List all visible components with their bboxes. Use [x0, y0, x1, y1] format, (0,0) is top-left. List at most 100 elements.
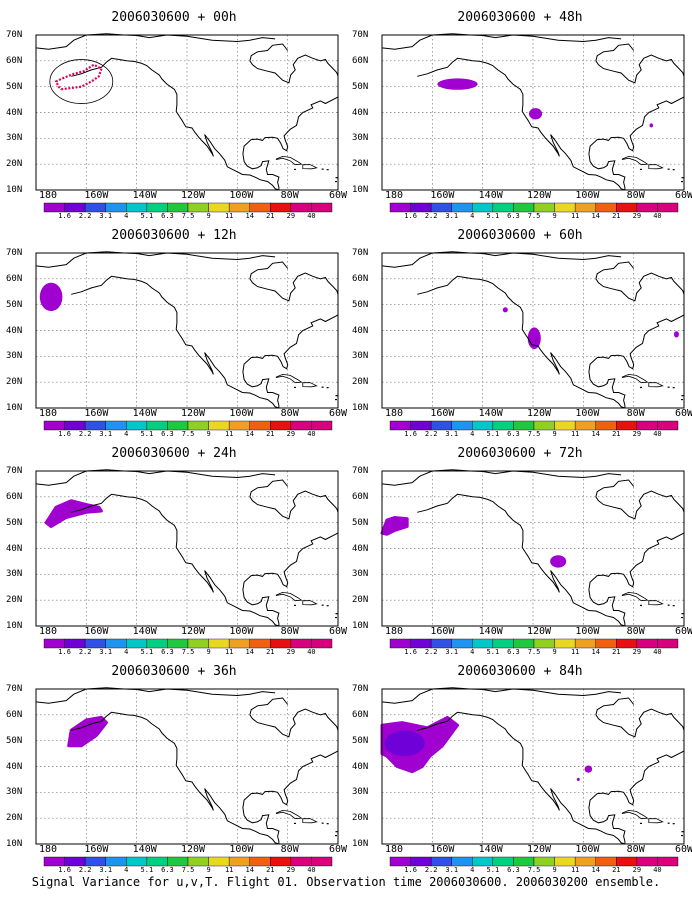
coastline: [381, 33, 622, 50]
colorbar-label: 1.6: [404, 212, 417, 220]
coastline: [595, 272, 685, 302]
map-panel-84h: 2006030600 + 84h 70N 60N 50N 40N 30N 20N 10N 180…: [350, 658, 692, 874]
colorbar-swatch: [451, 202, 473, 213]
colorbar-label: 4: [124, 212, 129, 220]
colorbar-label: 6.3: [507, 212, 520, 220]
colorbar-swatch: [657, 638, 679, 649]
island: [335, 395, 338, 397]
tick-label-lat: 10N: [352, 185, 369, 195]
island: [275, 155, 303, 166]
island: [681, 831, 684, 833]
plot-frame: [381, 470, 685, 627]
coastline: [249, 479, 289, 497]
colorbar-swatch: [636, 856, 658, 867]
tick-label-lon: 180: [385, 626, 404, 637]
coastline: [71, 493, 280, 627]
tick-label-lon: 100W: [575, 626, 600, 637]
colorbar-swatch: [167, 638, 189, 649]
tick-label-lat: 30N: [6, 351, 23, 362]
coastline: [595, 490, 685, 520]
tick-label-lat: 20N: [352, 813, 369, 824]
colorbar-swatch: [249, 420, 271, 431]
colorbar-swatch: [513, 638, 535, 649]
tick-label-lon: 100W: [229, 626, 254, 637]
colorbar-label: 5.1: [140, 648, 154, 656]
colorbar-label: 14: [245, 648, 254, 656]
colorbar-swatch: [43, 856, 65, 867]
colorbar-swatch: [311, 638, 333, 649]
colorbar-swatch: [208, 202, 230, 213]
tick-label-lat: 70N: [352, 30, 369, 40]
tick-label-lat: 40N: [6, 325, 23, 336]
colorbar-swatch: [146, 420, 168, 431]
colorbar-label: 7.5: [181, 212, 195, 220]
colorbar-swatch: [636, 638, 658, 649]
colorbar-swatch: [290, 638, 312, 649]
colorbar-label: 6.3: [161, 212, 174, 220]
island: [680, 616, 683, 619]
island: [293, 386, 296, 389]
colorbar-label: 4: [124, 648, 129, 656]
tick-label-lat: 60N: [352, 491, 369, 502]
colorbar-swatch: [410, 638, 432, 649]
colorbar-label: 5.1: [486, 648, 500, 656]
colorbar-swatch: [249, 202, 271, 213]
tick-label-lon: 120W: [181, 844, 206, 855]
colorbar-swatch: [595, 638, 617, 649]
tick-label-lon: 160W: [84, 844, 109, 855]
signal-region: [67, 715, 108, 748]
signal-region: [576, 777, 580, 781]
tick-label-lat: 30N: [352, 133, 369, 144]
island: [275, 809, 303, 820]
colorbar-label: 14: [245, 212, 254, 220]
island: [302, 164, 318, 170]
colorbar-swatch: [311, 420, 333, 431]
tick-label-lat: 60N: [352, 273, 369, 284]
tick-label-lon: 60W: [675, 626, 692, 637]
signal-region: [584, 765, 593, 773]
map-panel-72h: 2006030600 + 72h 70N 60N 50N 40N 30N 20N 10N 180…: [350, 440, 692, 656]
coastline: [417, 57, 626, 191]
map-plot: [380, 469, 685, 649]
island: [321, 386, 324, 388]
coastline: [35, 687, 276, 704]
island: [335, 177, 338, 179]
colorbar-label: 40: [307, 648, 316, 656]
island: [275, 373, 303, 384]
colorbar-swatch: [84, 202, 106, 213]
colorbar-label: 6.3: [507, 866, 520, 874]
colorbar-label: 5.1: [140, 866, 154, 874]
tick-label-lat: 50N: [352, 517, 369, 528]
panel-title: 2006030600 + 00h: [111, 10, 237, 25]
colorbar-label: 14: [245, 866, 254, 874]
colorbar-label: 14: [591, 648, 600, 656]
island: [321, 822, 324, 824]
signal-region: [649, 123, 654, 128]
coastline: [249, 272, 339, 302]
tick-label-lat: 60N: [352, 709, 369, 720]
island: [639, 386, 642, 389]
colorbar-label: 3.1: [445, 430, 459, 438]
tick-label-lat: 10N: [6, 621, 23, 631]
coastline: [595, 43, 635, 61]
tick-label-lon: 120W: [181, 408, 206, 419]
colorbar-swatch: [228, 638, 250, 649]
tick-label-lat: 40N: [6, 761, 23, 772]
colorbar-label: 9: [206, 866, 211, 874]
tick-label-lon: 120W: [181, 190, 206, 201]
tick-label-lon: 80W: [626, 626, 645, 637]
colorbar-swatch: [574, 202, 596, 213]
tick-label-lon: 180: [385, 408, 404, 419]
tick-label-lon: 60W: [675, 844, 692, 855]
map-plot: [35, 251, 339, 431]
colorbar-label: 9: [552, 648, 557, 656]
colorbar-label: 21: [266, 430, 275, 438]
tick-label-lat: 40N: [6, 107, 23, 118]
colorbar-label: 2.2: [424, 212, 438, 220]
tick-label-lat: 10N: [352, 839, 369, 849]
colorbar-label: 14: [591, 212, 600, 220]
colorbar-swatch: [533, 638, 555, 649]
coastline: [417, 493, 626, 627]
colorbar-label: 40: [307, 866, 316, 874]
tick-label-lon: 160W: [430, 844, 455, 855]
